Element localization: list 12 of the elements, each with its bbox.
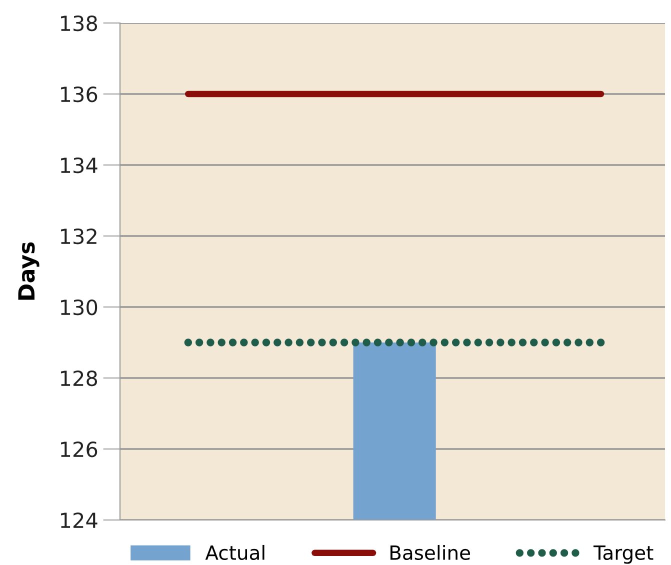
legend-label: Target [593,546,654,564]
y-tick-label: 130 [60,299,98,316]
y-tick-label: 132 [60,228,96,244]
y-tick-label: 128 [60,370,98,386]
legend-label: Actual [205,544,264,560]
y-tick-label: 138 [60,15,98,32]
y-tick-label: 136 [60,86,98,102]
y-tick-label: 126 [60,441,98,458]
legend-label: Baseline [390,544,470,560]
y-tick-label: 124 [60,512,98,528]
y-axis-title: Days [18,242,40,300]
y-tick-label: 134 [60,157,98,174]
